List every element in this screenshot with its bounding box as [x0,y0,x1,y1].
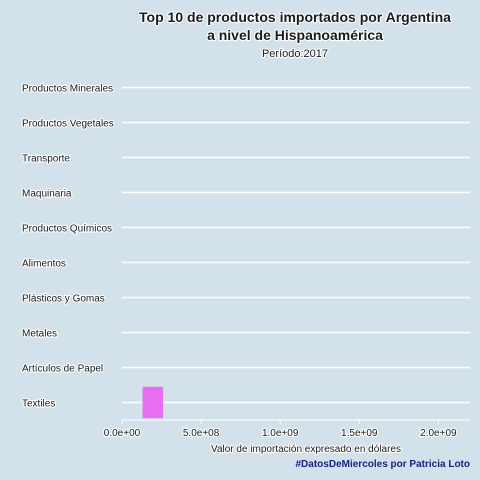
chart-title: Top 10 de productos importados por Argen… [138,8,452,44]
bar-textiles [142,386,164,419]
chart-title-line: Top 10 de productos importados por Argen… [139,9,451,25]
x-tick-label: 1.0e+09 [262,428,299,439]
x-tick-label: 0.0e+00 [104,428,141,439]
chart-title-line: a nivel de Hispanoamérica [207,27,383,43]
x-tick-label: 2.0e+09 [420,428,457,439]
x-axis-ticks: 0.0e+00 5.0e+08 1.0e+09 1.5e+09 2.0e+09 [103,420,458,440]
category-label: Plásticos y Gomas [22,294,105,305]
category-label: Transporte [22,154,70,165]
category-label: Productos Vegetales [22,119,114,130]
category-label: Textiles [22,399,55,410]
category-label: Productos Minerales [22,84,113,95]
chart-subtitle: Período:2017 [262,48,328,60]
bars [142,386,164,419]
x-tick-label: 1.5e+09 [341,428,378,439]
caption: #DatosDeMiercoles por Patricia Loto [295,459,471,470]
category-labels: Productos Minerales Productos Vegetales Tr… [21,82,115,410]
x-tick-label: 5.0e+08 [183,428,220,439]
category-label: Alimentos [22,259,66,270]
category-label: Productos Químicos [22,224,112,235]
category-label: Metales [22,329,57,340]
category-label: Artículos de Papel [22,364,103,375]
gridlines [122,86,470,421]
x-axis-label: Valor de importación expresado en dólare… [211,444,401,455]
category-label: Maquinaria [22,189,72,200]
